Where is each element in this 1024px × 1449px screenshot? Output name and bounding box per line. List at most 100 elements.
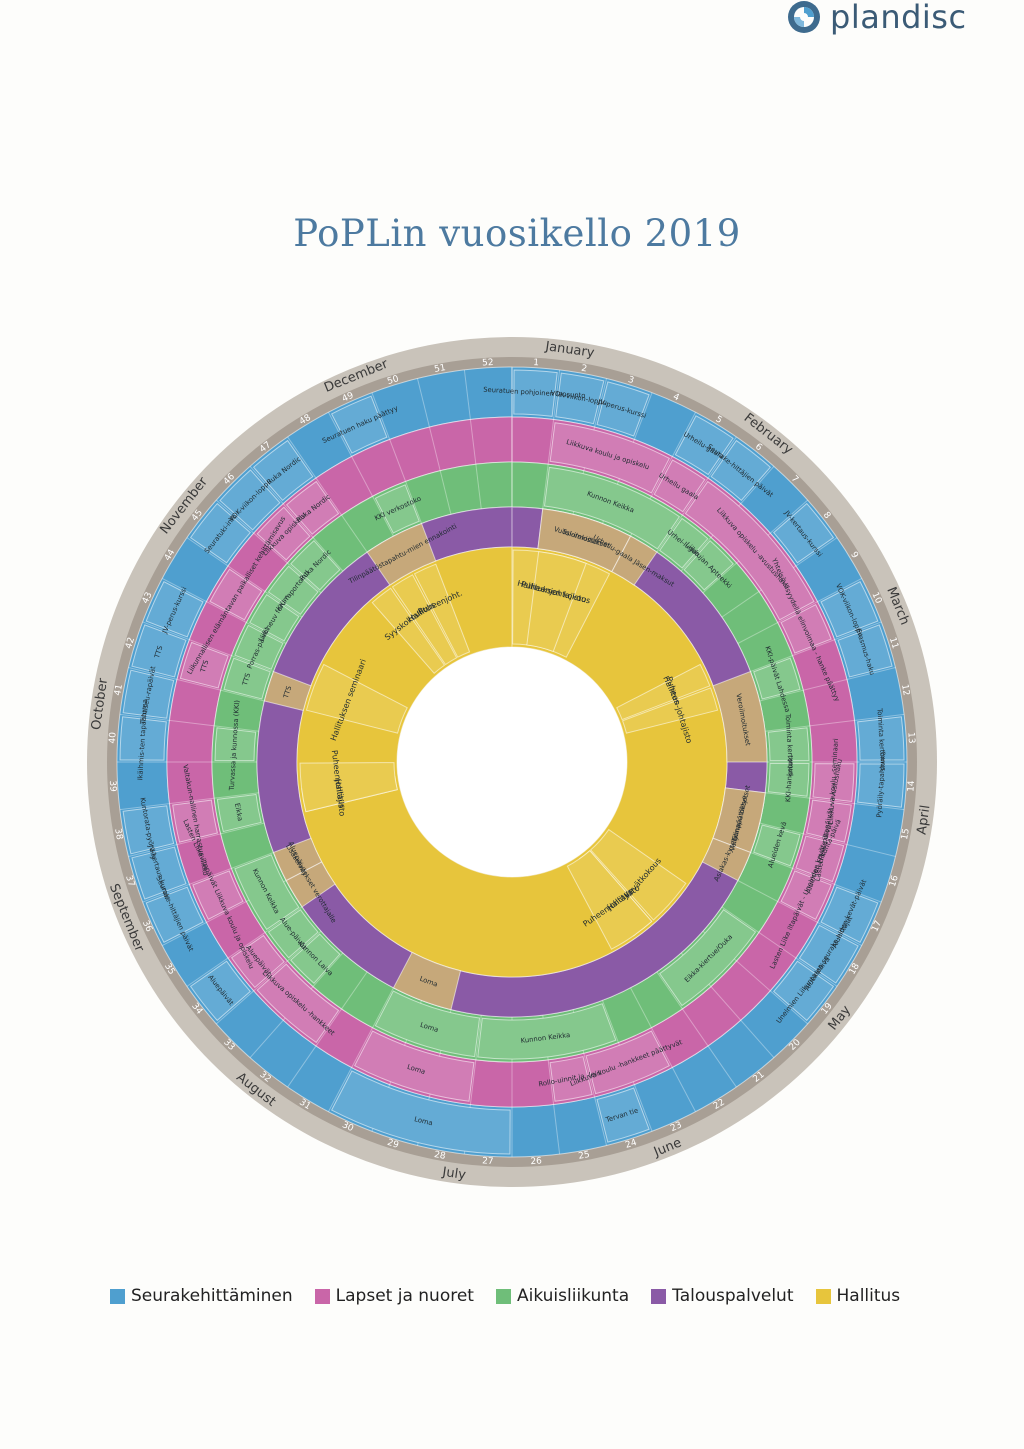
blue-event <box>252 439 314 502</box>
pink-event <box>684 480 815 621</box>
green-event <box>234 624 284 670</box>
legend-label: Seurakehittäminen <box>131 1286 293 1306</box>
blue-event <box>330 395 388 454</box>
week-number: 43 <box>141 591 155 606</box>
blue-event <box>837 624 893 678</box>
blue-event <box>189 502 252 564</box>
week-number: 38 <box>112 828 124 841</box>
week-number: 52 <box>482 358 494 369</box>
week-number: 51 <box>433 363 446 375</box>
week-divider <box>186 906 303 987</box>
blue-event <box>674 415 734 476</box>
month-label: July <box>440 1165 467 1183</box>
tan-event <box>611 535 658 586</box>
legend-swatch <box>651 1288 667 1304</box>
week-divider <box>287 436 368 553</box>
yellow-event <box>621 687 719 734</box>
week-number: 50 <box>386 374 400 387</box>
legend-item: Talouspalvelut <box>651 1286 794 1306</box>
week-divider <box>216 930 322 1025</box>
week-divider <box>416 378 452 515</box>
legend-label: Hallitus <box>836 1286 901 1306</box>
week-divider <box>327 987 394 1112</box>
week-number: 13 <box>905 732 916 744</box>
brand-name: plandisc <box>830 0 967 36</box>
week-number: 2 <box>580 364 587 375</box>
blue-event <box>122 669 175 719</box>
week-divider <box>249 466 344 572</box>
week-divider <box>542 369 561 509</box>
month-label: January <box>543 339 595 361</box>
week-divider <box>759 822 896 858</box>
blue-event <box>330 1070 511 1155</box>
event-label: TTS <box>199 659 211 674</box>
week-number: 30 <box>340 1120 355 1134</box>
green-event <box>374 484 420 534</box>
pink-event <box>256 963 340 1044</box>
week-divider <box>327 412 394 537</box>
blue-event <box>513 369 558 417</box>
green-event <box>658 908 757 1007</box>
green-event <box>267 565 319 616</box>
week-divider <box>142 851 274 903</box>
legend-label: Lapset ja nuoret <box>335 1286 474 1306</box>
green-event <box>683 540 734 591</box>
green-event <box>234 854 300 931</box>
blue-event <box>131 846 187 900</box>
week-divider <box>737 880 862 947</box>
page-title: PoPLin vuosikello 2019 <box>293 212 741 255</box>
yellow-event <box>526 551 587 653</box>
blue-event <box>555 372 605 425</box>
blue-event <box>820 580 879 638</box>
week-divider <box>759 666 896 702</box>
week-divider <box>216 499 322 594</box>
week-number: 17 <box>870 919 884 934</box>
week-divider <box>162 577 287 644</box>
blue-event <box>857 716 905 761</box>
green-event <box>214 727 257 762</box>
event-label: KKI-hanketuki <box>784 755 795 802</box>
yellow-event <box>413 563 471 658</box>
yellow-event <box>305 663 408 734</box>
wheel-center <box>397 647 627 877</box>
legend-item: Hallitus <box>815 1286 901 1306</box>
event-label: TTS <box>241 672 253 687</box>
week-number: 7 <box>789 474 800 485</box>
pink-event <box>353 1030 475 1102</box>
week-divider <box>142 621 274 673</box>
week-number: 37 <box>123 874 136 888</box>
week-number: 26 <box>530 1156 542 1167</box>
week-divider <box>371 392 423 524</box>
legend-swatch <box>815 1288 831 1304</box>
week-divider <box>750 621 882 673</box>
green-event <box>249 593 300 642</box>
week-number: 8 <box>821 510 833 521</box>
green-event <box>753 824 801 867</box>
plandisc-logo <box>788 1 820 33</box>
event-label: Toiminta kertomus <box>875 707 887 772</box>
legend-swatch <box>314 1288 330 1304</box>
yellow-event <box>391 574 458 666</box>
week-number: 25 <box>578 1150 591 1162</box>
blue-event <box>710 439 772 502</box>
week-number: 10 <box>869 591 883 606</box>
week-divider <box>287 971 368 1088</box>
legend-swatch <box>110 1288 125 1304</box>
green-event <box>290 540 341 591</box>
pink-event <box>230 934 285 989</box>
green-event <box>658 517 709 569</box>
week-divider <box>765 713 905 732</box>
pink-event <box>780 870 832 921</box>
week-number: 29 <box>386 1138 400 1151</box>
week-divider <box>119 792 259 811</box>
week-number: 14 <box>906 780 917 792</box>
pink-event <box>795 835 845 883</box>
green-event <box>767 727 810 762</box>
week-number: 9 <box>848 550 860 560</box>
week-divider <box>656 436 737 553</box>
legend-swatch <box>495 1288 511 1304</box>
pink-event <box>549 422 671 494</box>
week-number: 1 <box>533 358 539 368</box>
week-number: 6 <box>753 442 764 454</box>
